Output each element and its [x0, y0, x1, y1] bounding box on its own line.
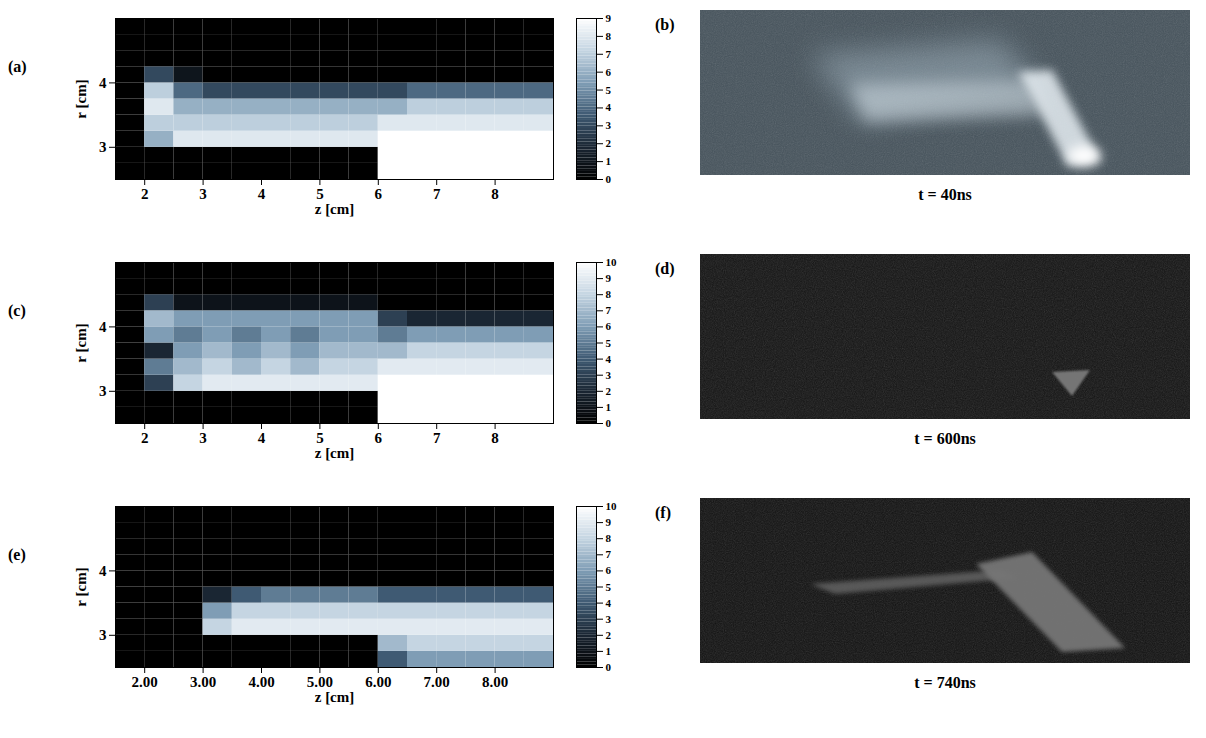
svg-text:4: 4	[99, 319, 107, 335]
svg-text:5: 5	[606, 337, 612, 349]
svg-text:z [cm]: z [cm]	[315, 689, 355, 705]
html-text:(f): (f)	[655, 504, 671, 521]
svg-text:4: 4	[606, 597, 612, 609]
svg-text:6: 6	[606, 564, 612, 576]
svg-text:4: 4	[258, 186, 266, 202]
svg-text:6: 6	[375, 430, 383, 446]
svg-text:4: 4	[258, 430, 266, 446]
html-text:(d): (d)	[655, 260, 675, 277]
svg-text:z [cm]: z [cm]	[315, 445, 355, 461]
svg-text:r [cm]: r [cm]	[73, 567, 89, 606]
svg-text:8: 8	[606, 532, 612, 544]
svg-text:2: 2	[141, 186, 149, 202]
svg-text:7: 7	[433, 430, 441, 446]
svg-text:2: 2	[606, 137, 612, 149]
svg-text:5: 5	[606, 581, 612, 593]
html-text:t = 600ns: t = 600ns	[914, 430, 976, 447]
html-text:(a): (a)	[8, 58, 27, 75]
svg-text:8: 8	[606, 30, 612, 42]
html-text:(e): (e)	[8, 546, 26, 563]
svg-text:3: 3	[99, 383, 107, 399]
svg-text:2.00: 2.00	[132, 674, 158, 690]
svg-text:9: 9	[606, 12, 612, 24]
svg-text:10: 10	[606, 500, 618, 512]
svg-text:6: 6	[606, 66, 612, 78]
svg-text:2: 2	[606, 629, 612, 641]
svg-text:4: 4	[606, 101, 612, 113]
svg-text:3: 3	[606, 369, 612, 381]
svg-text:6: 6	[375, 186, 383, 202]
svg-text:7: 7	[433, 186, 441, 202]
svg-text:1: 1	[606, 645, 612, 657]
svg-text:3.00: 3.00	[190, 674, 216, 690]
svg-text:7: 7	[606, 48, 612, 60]
svg-text:8: 8	[491, 430, 499, 446]
svg-text:7.00: 7.00	[424, 674, 450, 690]
svg-text:r [cm]: r [cm]	[73, 323, 89, 362]
svg-text:10: 10	[606, 256, 618, 268]
svg-text:9: 9	[606, 516, 612, 528]
svg-text:0: 0	[606, 417, 612, 429]
svg-text:3: 3	[606, 119, 612, 131]
svg-text:5: 5	[606, 84, 612, 96]
svg-text:2: 2	[606, 385, 612, 397]
svg-text:6: 6	[606, 320, 612, 332]
svg-text:1: 1	[606, 155, 612, 167]
svg-text:4: 4	[99, 563, 107, 579]
svg-text:0: 0	[606, 173, 612, 185]
svg-text:2: 2	[141, 430, 149, 446]
svg-text:8.00: 8.00	[482, 674, 508, 690]
svg-text:3: 3	[99, 139, 107, 155]
svg-text:4.00: 4.00	[248, 674, 274, 690]
svg-text:4: 4	[606, 353, 612, 365]
svg-text:3: 3	[99, 627, 107, 643]
svg-text:z [cm]: z [cm]	[315, 201, 355, 217]
html-text:(c): (c)	[8, 302, 26, 319]
svg-text:r [cm]: r [cm]	[73, 79, 89, 118]
svg-text:5.00: 5.00	[306, 674, 333, 691]
html-text:t = 740ns: t = 740ns	[914, 674, 976, 691]
svg-text:6.00: 6.00	[365, 674, 391, 690]
svg-text:5: 5	[316, 430, 324, 447]
svg-text:3: 3	[199, 186, 207, 202]
svg-text:7: 7	[606, 304, 612, 316]
html-text:t = 40ns: t = 40ns	[918, 186, 972, 203]
svg-text:8: 8	[491, 186, 499, 202]
svg-text:9: 9	[606, 272, 612, 284]
svg-text:0: 0	[606, 661, 612, 673]
svg-text:8: 8	[606, 288, 612, 300]
svg-text:3: 3	[606, 613, 612, 625]
svg-text:4: 4	[99, 75, 107, 91]
svg-text:5: 5	[316, 186, 324, 203]
html-text:(b): (b)	[655, 16, 675, 33]
svg-text:1: 1	[606, 401, 612, 413]
svg-text:7: 7	[606, 548, 612, 560]
svg-text:3: 3	[199, 430, 207, 446]
